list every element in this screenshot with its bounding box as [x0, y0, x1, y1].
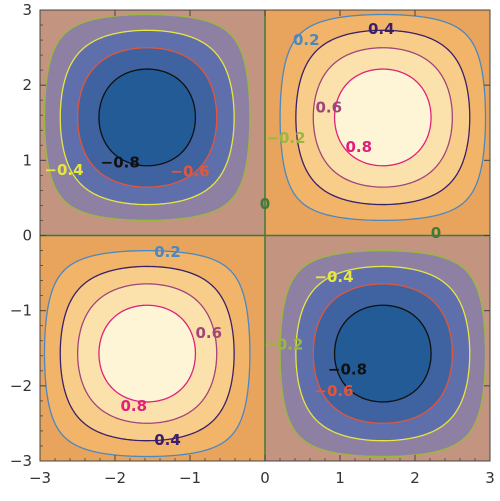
contour-line-neg-0.2 — [43, 13, 487, 458]
contour-label: 0.2 — [154, 243, 181, 261]
x-tick-label: −2 — [104, 469, 126, 487]
contour-line-neg-0.6 — [77, 47, 453, 424]
contour-line-0.6 — [77, 47, 453, 424]
y-tick-label: −1 — [10, 302, 32, 320]
x-tick-label: −1 — [179, 469, 201, 487]
contour-line-neg-0.8 — [98, 68, 432, 403]
contour-label: 0.8 — [120, 397, 147, 415]
contour-label: −0.2 — [266, 129, 305, 147]
x-tick-label: 2 — [410, 469, 420, 487]
x-tick-label: 3 — [485, 469, 495, 487]
contour-label: 0.8 — [345, 138, 372, 156]
contour-label: −0.8 — [328, 360, 367, 378]
y-tick-label: 3 — [22, 1, 32, 19]
contour-line-neg-0.4 — [59, 29, 471, 442]
y-axis-ticks: −3 −2 −1 0 1 2 3 — [10, 1, 490, 470]
contour-label: −0.6 — [170, 163, 209, 181]
contour-label: 0 — [431, 224, 441, 242]
contour-label: 0.4 — [368, 20, 395, 38]
y-tick-label: 0 — [22, 227, 32, 245]
contour-labels: 0.2 0.4 0.6 0.8 −0.2 −0.4 −0.8 −0.6 0 0 0.2 −0.4 0.6… — [44, 20, 441, 449]
contour-label: 0.6 — [315, 99, 342, 117]
y-tick-label: 1 — [22, 151, 32, 169]
contour-label: 0.2 — [293, 31, 320, 49]
zero-axes — [40, 10, 490, 461]
contour-label: −0.2 — [264, 335, 303, 353]
contour-line-0.4 — [59, 29, 471, 442]
y-tick-label: −2 — [10, 377, 32, 395]
contour-label: −0.4 — [44, 161, 83, 179]
x-axis-ticks: −3 −2 −1 0 1 2 3 — [29, 10, 495, 487]
x-tick-label: 0 — [260, 469, 270, 487]
contour-label: −0.6 — [314, 382, 353, 400]
y-tick-label: −3 — [10, 452, 32, 470]
contour-lines — [43, 13, 487, 458]
x-tick-label: 1 — [335, 469, 345, 487]
y-tick-label: 2 — [22, 76, 32, 94]
contour-label: −0.4 — [314, 268, 353, 286]
contour-line-0.2 — [43, 13, 487, 458]
contour-label: 0 — [260, 195, 270, 213]
contour-label: −0.8 — [101, 154, 140, 172]
x-tick-label: −3 — [29, 469, 51, 487]
contour-label: 0.4 — [154, 431, 181, 449]
contour-line-0.8 — [98, 68, 432, 403]
contour-label: 0.6 — [195, 324, 222, 342]
